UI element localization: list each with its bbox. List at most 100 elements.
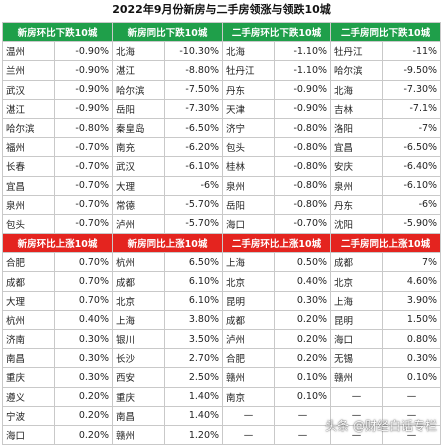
city-cell: 泉州	[330, 175, 384, 196]
city-cell: 杭州	[2, 309, 55, 331]
city-cell: 福州	[2, 137, 55, 158]
table-row: 温州 -0.90% 北海 -10.30% 北海 -1.10% 牡丹江 -11%	[2, 41, 442, 62]
value-cell: 0.10%	[274, 367, 332, 388]
city-cell: 海口	[2, 424, 55, 445]
city-cell: 杭州	[112, 252, 166, 273]
city-cell: 赣州	[330, 367, 384, 388]
value-cell: -0.90%	[274, 98, 332, 119]
value-cell: 0.20%	[53, 386, 114, 407]
city-cell: 海口	[222, 213, 276, 235]
value-cell: -0.90%	[53, 98, 114, 119]
city-cell: 泸州	[112, 213, 166, 235]
section-header: 新房环比下跌10城	[1, 21, 114, 43]
city-cell: 牡丹江	[330, 41, 384, 62]
city-cell: 常德	[112, 194, 166, 215]
city-cell: 泉州	[2, 194, 55, 215]
table-row: 哈尔滨 -0.80% 秦皇岛 -6.50% 济宁 -0.80% 洛阳 -7%	[2, 117, 442, 139]
city-cell: 岳阳	[112, 98, 166, 119]
value-cell: -0.70%	[53, 194, 114, 215]
city-cell: 岳阳	[222, 194, 276, 215]
city-cell: 大理	[2, 290, 55, 311]
value-cell: 3.50%	[164, 328, 224, 350]
city-cell: 济南	[2, 328, 55, 350]
value-cell: -0.80%	[274, 175, 332, 196]
value-cell: -0.70%	[53, 213, 114, 235]
value-cell: -0.90%	[53, 41, 114, 62]
value-cell: 0.40%	[274, 271, 332, 292]
table-row: 杭州 0.40% 上海 3.80% 成都 0.20% 昆明 1.50%	[2, 309, 442, 331]
city-cell: 北海	[112, 41, 166, 62]
value-cell: 0.20%	[274, 328, 332, 350]
value-cell: 0.10%	[382, 367, 442, 388]
value-cell: -7.30%	[382, 79, 442, 100]
city-cell: 南昌	[112, 405, 166, 426]
value-cell: 0.20%	[274, 348, 332, 369]
value-cell: -0.70%	[53, 137, 114, 158]
value-cell: -7.50%	[164, 79, 224, 100]
section-header: 二手房环比上涨10城	[222, 233, 332, 254]
table-row: 武汉 -0.90% 哈尔滨 -7.50% 丹东 -0.90% 北海 -7.30%	[2, 79, 442, 100]
city-cell: 湛江	[112, 60, 166, 81]
value-cell: 0.30%	[53, 367, 114, 388]
section-header: 新房环比上涨10城	[1, 233, 114, 254]
city-cell: 北京	[330, 271, 384, 292]
city-cell: 宜昌	[2, 175, 55, 196]
value-cell: -6%	[382, 194, 442, 215]
city-cell: 天津	[222, 98, 276, 119]
value-cell: -0.70%	[274, 213, 332, 235]
table-row: 湛江 -0.90% 岳阳 -7.30% 天津 -0.90% 吉林 -7.1%	[2, 98, 442, 119]
city-cell: 武汉	[112, 156, 166, 177]
city-cell: 海口	[330, 328, 384, 350]
city-cell: 桂林	[222, 156, 276, 177]
value-cell: 0.30%	[53, 348, 114, 369]
table-row: 长春 -0.70% 武汉 -6.10% 桂林 -0.80% 安庆 -6.40%	[2, 156, 442, 177]
value-cell: 6.10%	[164, 290, 224, 311]
watermark: 头条 @财经白话专栏	[325, 419, 437, 433]
table-row: 福州 -0.70% 南充 -6.20% 包头 -0.80% 宜昌 -6.50%	[2, 137, 442, 158]
value-cell: -6.10%	[164, 156, 224, 177]
value-cell: 0.30%	[382, 348, 442, 369]
value-cell: -5.90%	[382, 213, 442, 235]
city-cell: 丹东	[330, 194, 384, 215]
value-cell: -8.80%	[164, 60, 224, 81]
value-cell: 1.40%	[164, 386, 224, 407]
city-cell: —	[222, 405, 276, 426]
city-cell: 南充	[112, 137, 166, 158]
city-cell: 成都	[222, 309, 276, 331]
value-cell: -7.30%	[164, 98, 224, 119]
value-cell: -0.80%	[274, 117, 332, 139]
value-cell: 1.40%	[164, 405, 224, 426]
value-cell: —	[274, 424, 332, 445]
section-header: 二手房环比下跌10城	[222, 21, 332, 43]
section-header: 新房同比下跌10城	[112, 21, 224, 43]
value-cell: -0.80%	[274, 137, 332, 158]
city-cell: 无锡	[330, 348, 384, 369]
value-cell: -6.10%	[382, 175, 442, 196]
value-cell: -0.80%	[274, 156, 332, 177]
city-cell: 长春	[2, 156, 55, 177]
value-cell: 1.50%	[382, 309, 442, 331]
city-cell: 包头	[2, 213, 55, 235]
city-cell: 丹东	[222, 79, 276, 100]
rising-header-row: 新房环比上涨10城 新房同比上涨10城 二手房环比上涨10城 二手房同比上涨10城	[1, 233, 442, 254]
city-cell: 宜昌	[330, 137, 384, 158]
value-cell: -6.50%	[164, 117, 224, 139]
table-row: 遵义 0.20% 重庆 1.40% 南京 0.10% — —	[2, 386, 442, 407]
city-cell: 兰州	[2, 60, 55, 81]
value-cell: 0.10%	[274, 386, 332, 407]
city-cell: 大理	[112, 175, 166, 196]
city-cell: 重庆	[112, 386, 166, 407]
table-row: 南昌 0.30% 长沙 2.70% 合肥 0.20% 无锡 0.30%	[2, 348, 442, 369]
city-cell: —	[330, 405, 384, 426]
table-row: 宜昌 -0.70% 大理 -6% 泉州 -0.80% 泉州 -6.10%	[2, 175, 442, 196]
city-cell: 哈尔滨	[112, 79, 166, 100]
table-row: 兰州 -0.90% 湛江 -8.80% 牡丹江 -1.10% 哈尔滨 -9.50%	[2, 60, 442, 81]
value-cell: -11%	[382, 41, 442, 62]
city-cell: 北京	[112, 290, 166, 311]
value-cell: 1.20%	[164, 424, 224, 445]
value-cell: 6.10%	[164, 271, 224, 292]
city-cell: 成都	[2, 271, 55, 292]
value-cell: -0.90%	[53, 79, 114, 100]
city-cell: 温州	[2, 41, 55, 62]
value-cell: 0.70%	[53, 290, 114, 311]
